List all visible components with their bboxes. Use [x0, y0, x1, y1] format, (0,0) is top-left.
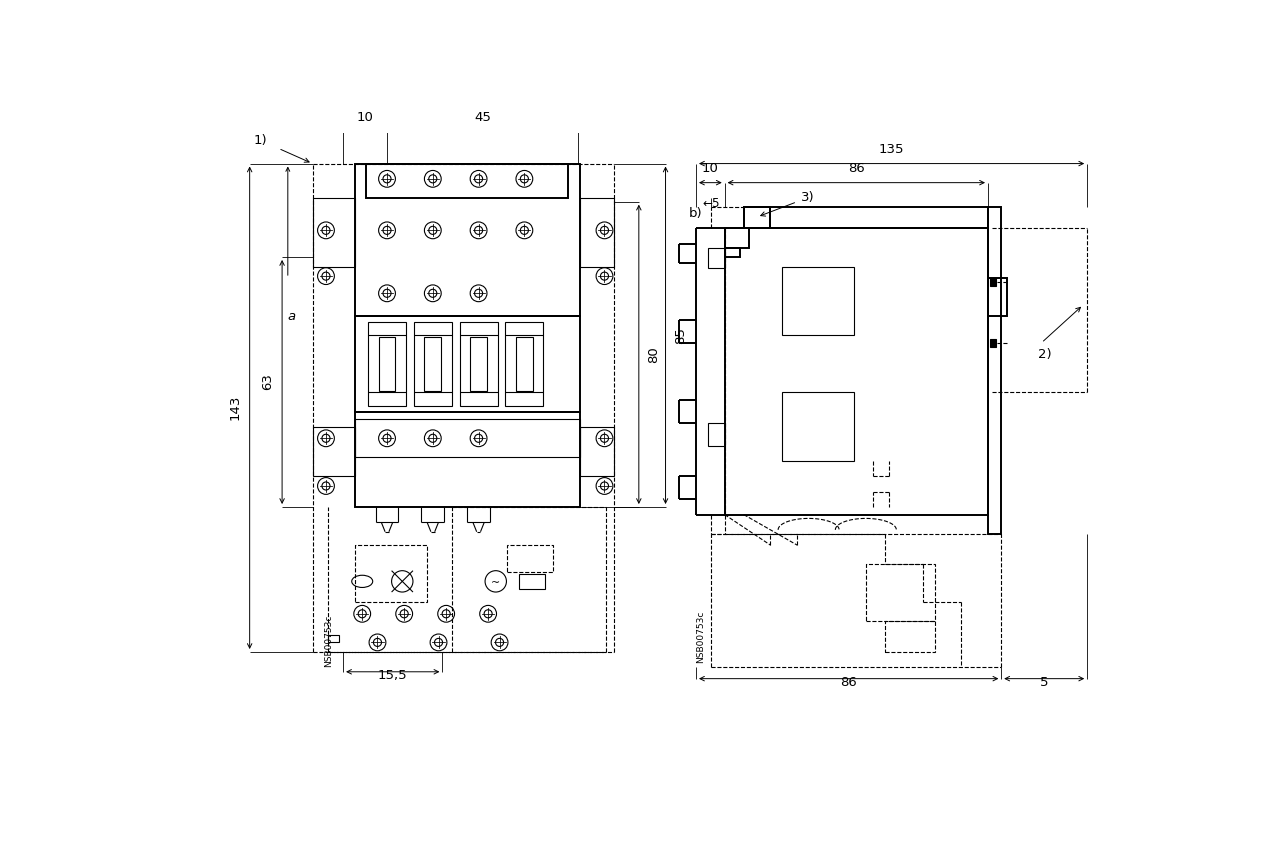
Bar	[367, 322, 406, 406]
Bar	[355, 412, 580, 507]
Bar	[782, 267, 855, 335]
Bar	[366, 164, 568, 198]
Bar	[355, 164, 580, 316]
Text: 143: 143	[228, 395, 241, 420]
Bar	[355, 419, 580, 458]
Bar	[988, 278, 1007, 316]
Bar	[724, 228, 750, 248]
Bar	[782, 392, 855, 461]
Text: 45: 45	[474, 111, 490, 124]
Text: NSB00753c: NSB00753c	[324, 615, 333, 667]
Bar	[312, 427, 355, 476]
Bar	[724, 248, 740, 257]
Bar	[744, 207, 988, 228]
Bar	[580, 198, 614, 267]
Bar	[988, 207, 1001, 534]
Bar	[413, 322, 452, 406]
Text: 5: 5	[1039, 677, 1048, 689]
Text: 80: 80	[648, 346, 660, 363]
Bar	[507, 545, 553, 572]
Bar	[506, 322, 544, 406]
Bar	[312, 198, 355, 267]
Text: NSB00753c: NSB00753c	[696, 611, 705, 663]
Text: 3): 3)	[801, 191, 814, 205]
Text: a: a	[288, 310, 296, 323]
Text: 15,5: 15,5	[378, 670, 407, 683]
Bar	[708, 248, 724, 268]
Bar	[724, 228, 988, 514]
Text: 63: 63	[261, 374, 274, 391]
Bar	[744, 207, 771, 228]
Text: 86: 86	[840, 677, 858, 689]
Text: b): b)	[689, 206, 701, 220]
Text: ~: ~	[492, 577, 500, 588]
Text: 2): 2)	[1038, 348, 1051, 361]
Bar	[470, 337, 486, 391]
Bar	[355, 545, 428, 602]
Text: 86: 86	[847, 162, 865, 175]
Bar	[884, 621, 934, 652]
Bar	[518, 574, 545, 589]
Bar	[989, 278, 996, 285]
Bar	[355, 316, 580, 412]
Text: ←5: ←5	[703, 197, 721, 211]
Bar	[989, 339, 996, 346]
Bar	[580, 427, 614, 476]
Bar	[328, 635, 339, 643]
Bar	[425, 337, 442, 391]
Text: 10: 10	[357, 111, 374, 124]
Bar	[516, 337, 532, 391]
Bar	[379, 337, 396, 391]
Text: 135: 135	[879, 143, 905, 156]
Bar	[460, 322, 498, 406]
Bar	[708, 423, 724, 446]
Bar	[865, 565, 934, 621]
Text: 85: 85	[675, 327, 687, 344]
Text: 1): 1)	[253, 134, 268, 147]
Text: 10: 10	[701, 162, 719, 175]
